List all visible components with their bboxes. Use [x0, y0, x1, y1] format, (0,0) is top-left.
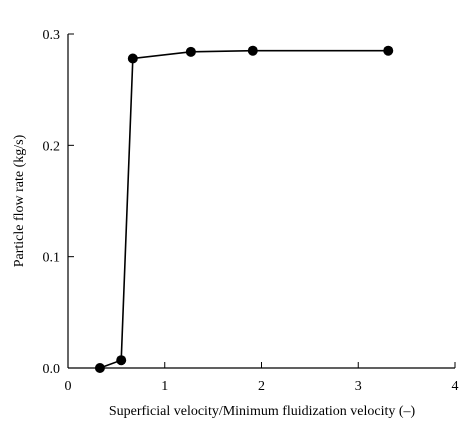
y-axis-label: Particle flow rate (kg/s): [12, 134, 27, 267]
plot-frame: [67, 34, 455, 369]
data-point: [127, 53, 138, 64]
y-tick-label: 0.2: [43, 139, 61, 154]
y-tick-label: 0.0: [43, 362, 61, 377]
x-tick-label: 2: [258, 379, 265, 394]
data-point: [94, 363, 105, 373]
y-tick-label: 0.3: [43, 28, 61, 43]
series-line: [99, 49, 389, 369]
series-layer: [94, 45, 394, 373]
x-tick-label: 4: [452, 379, 459, 394]
data-point: [383, 45, 394, 56]
x-axis-label: Superficial velocity/Minimum fluidizatio…: [109, 404, 416, 419]
x-tick-label: 0: [65, 379, 72, 394]
x-tick-label: 1: [161, 379, 168, 394]
x-tick-label: 3: [355, 379, 362, 394]
data-point: [185, 46, 196, 57]
y-ticks: 0.0 0.1 0.2 0.3: [43, 28, 74, 377]
y-tick-label: 0.1: [43, 251, 61, 266]
x-ticks: 0 1 2 3 4: [65, 362, 459, 394]
data-point: [247, 45, 258, 56]
data-point: [116, 355, 127, 366]
